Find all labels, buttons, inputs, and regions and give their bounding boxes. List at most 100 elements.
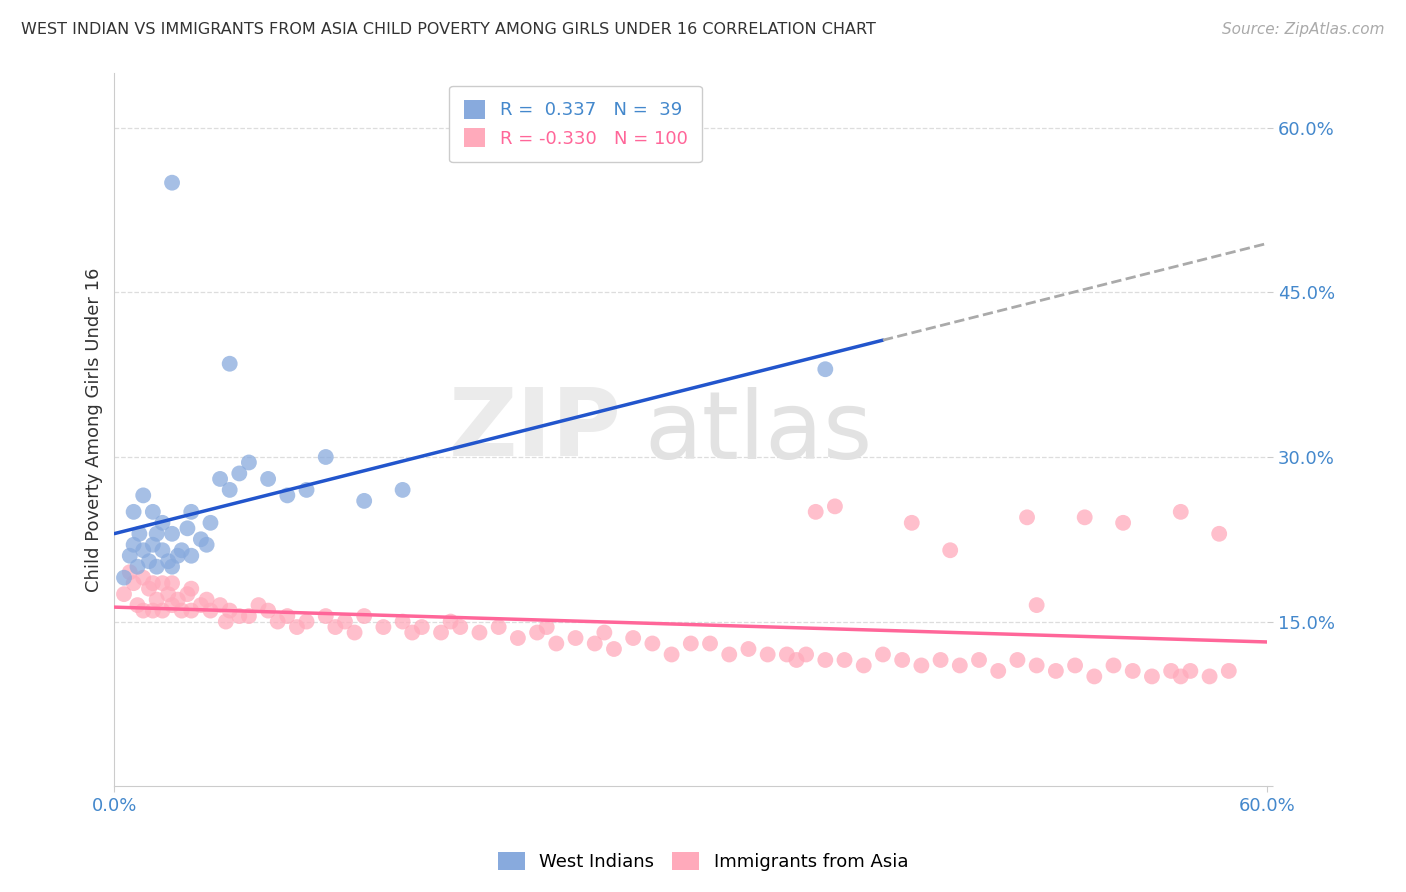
- Point: [160, 176, 183, 190]
- Point: [247, 598, 270, 612]
- Point: [1170, 669, 1192, 683]
- Point: [132, 571, 155, 585]
- Point: [142, 538, 165, 552]
- Point: [142, 604, 165, 618]
- Point: [142, 505, 165, 519]
- Point: [603, 642, 626, 657]
- Point: [142, 576, 165, 591]
- Text: ZIP: ZIP: [449, 384, 621, 475]
- Point: [373, 620, 395, 634]
- Point: [160, 598, 183, 612]
- Point: [112, 587, 135, 601]
- Text: atlas: atlas: [645, 387, 873, 479]
- Point: [315, 450, 337, 464]
- Point: [1025, 658, 1047, 673]
- Point: [170, 604, 193, 618]
- Point: [333, 615, 356, 629]
- Point: [180, 549, 202, 563]
- Point: [814, 653, 837, 667]
- Point: [145, 526, 167, 541]
- Point: [122, 505, 145, 519]
- Point: [218, 604, 240, 618]
- Point: [218, 483, 240, 497]
- Point: [449, 620, 471, 634]
- Point: [1073, 510, 1095, 524]
- Point: [872, 648, 894, 662]
- Point: [1015, 510, 1038, 524]
- Y-axis label: Child Poverty Among Girls Under 16: Child Poverty Among Girls Under 16: [86, 268, 103, 591]
- Point: [852, 658, 875, 673]
- Point: [900, 516, 922, 530]
- Point: [718, 648, 741, 662]
- Point: [200, 604, 222, 618]
- Point: [152, 576, 174, 591]
- Point: [987, 664, 1010, 678]
- Point: [1140, 669, 1163, 683]
- Point: [661, 648, 683, 662]
- Point: [180, 604, 202, 618]
- Point: [929, 653, 952, 667]
- Point: [1170, 505, 1192, 519]
- Point: [794, 648, 817, 662]
- Point: [814, 362, 837, 376]
- Point: [1083, 669, 1105, 683]
- Point: [641, 636, 664, 650]
- Point: [257, 472, 280, 486]
- Point: [190, 533, 212, 547]
- Point: [295, 483, 318, 497]
- Text: WEST INDIAN VS IMMIGRANTS FROM ASIA CHILD POVERTY AMONG GIRLS UNDER 16 CORRELATI: WEST INDIAN VS IMMIGRANTS FROM ASIA CHIL…: [21, 22, 876, 37]
- Point: [276, 609, 298, 624]
- Point: [180, 582, 202, 596]
- Point: [468, 625, 491, 640]
- Point: [267, 615, 290, 629]
- Point: [1218, 664, 1240, 678]
- Point: [776, 648, 799, 662]
- Point: [391, 483, 413, 497]
- Point: [411, 620, 433, 634]
- Point: [128, 526, 150, 541]
- Point: [132, 488, 155, 502]
- Point: [1198, 669, 1220, 683]
- Point: [343, 625, 366, 640]
- Point: [593, 625, 616, 640]
- Point: [200, 516, 222, 530]
- Legend: R =  0.337   N =  39, R = -0.330   N = 100: R = 0.337 N = 39, R = -0.330 N = 100: [449, 86, 702, 162]
- Point: [315, 609, 337, 624]
- Point: [180, 505, 202, 519]
- Point: [190, 598, 212, 612]
- Point: [737, 642, 759, 657]
- Point: [536, 620, 558, 634]
- Point: [621, 631, 644, 645]
- Point: [152, 604, 174, 618]
- Point: [1007, 653, 1029, 667]
- Point: [824, 500, 846, 514]
- Point: [440, 615, 463, 629]
- Point: [506, 631, 529, 645]
- Point: [132, 543, 155, 558]
- Point: [1208, 526, 1230, 541]
- Point: [170, 543, 193, 558]
- Point: [353, 494, 375, 508]
- Point: [209, 598, 232, 612]
- Text: Source: ZipAtlas.com: Source: ZipAtlas.com: [1222, 22, 1385, 37]
- Point: [152, 516, 174, 530]
- Point: [353, 609, 375, 624]
- Point: [127, 598, 149, 612]
- Point: [546, 636, 568, 650]
- Point: [166, 592, 188, 607]
- Point: [295, 615, 318, 629]
- Point: [564, 631, 586, 645]
- Point: [209, 472, 232, 486]
- Point: [195, 592, 218, 607]
- Point: [152, 543, 174, 558]
- Point: [276, 488, 298, 502]
- Point: [257, 604, 280, 618]
- Point: [157, 587, 180, 601]
- Point: [122, 576, 145, 591]
- Point: [176, 521, 198, 535]
- Point: [891, 653, 914, 667]
- Point: [430, 625, 453, 640]
- Point: [132, 604, 155, 618]
- Point: [157, 554, 180, 568]
- Point: [160, 526, 183, 541]
